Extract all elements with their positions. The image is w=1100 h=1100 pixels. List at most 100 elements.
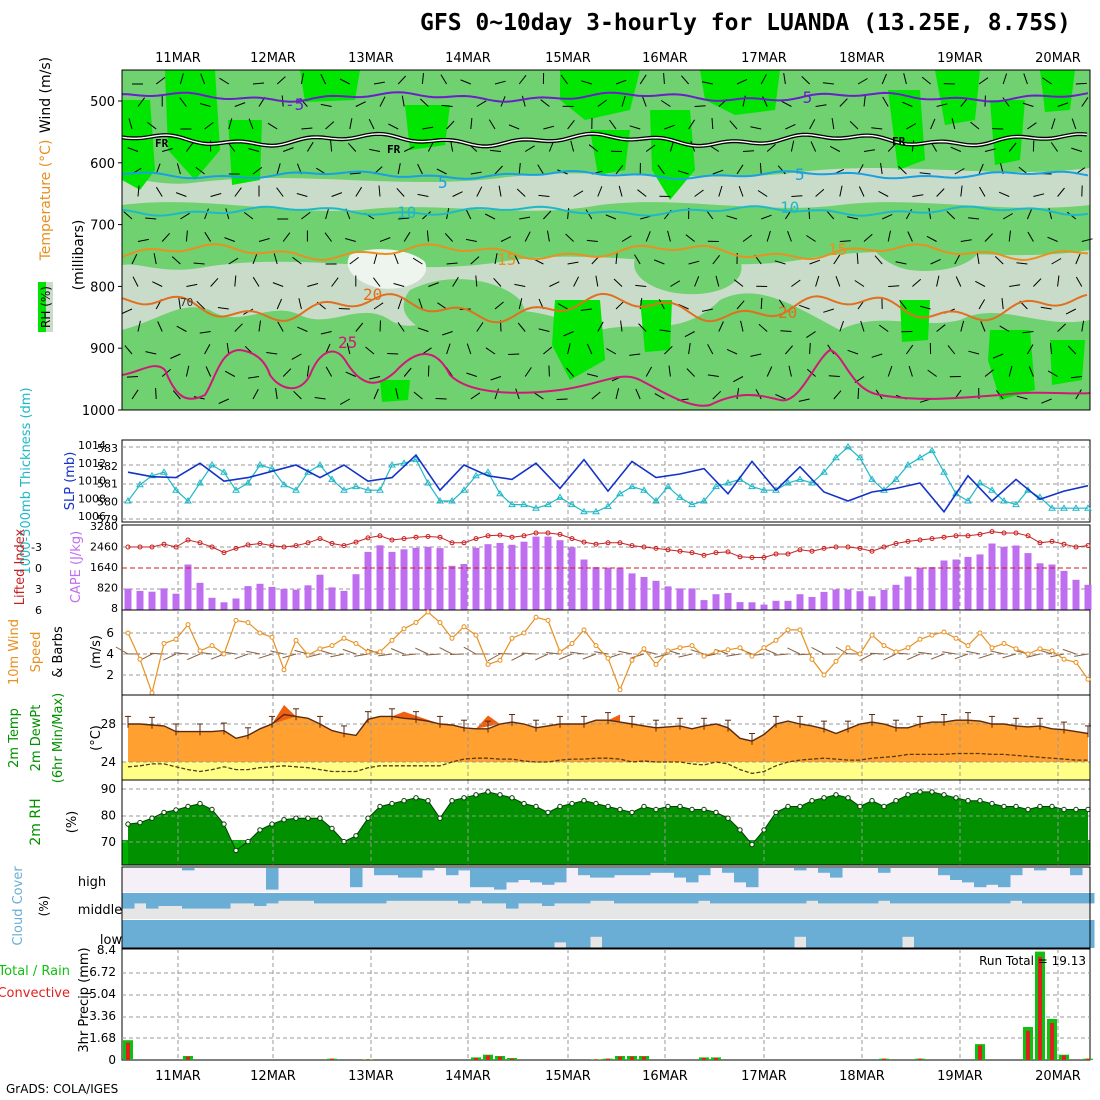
li-point [185, 537, 191, 543]
wind-barb [283, 147, 294, 152]
li-point [569, 536, 575, 542]
wind-barb [766, 230, 771, 242]
cape-bar [688, 588, 696, 610]
wind-barb [180, 212, 190, 220]
cloud-cell [734, 920, 747, 948]
rh2m-point [569, 800, 575, 807]
wind-barb [325, 366, 333, 377]
cloud-cell [530, 868, 543, 883]
wind-barb [806, 235, 816, 242]
wind-barb [766, 143, 776, 152]
wind10-point [521, 630, 527, 636]
thickness-point [484, 468, 492, 475]
thickness-point [712, 482, 720, 490]
wind10-barb [690, 649, 705, 655]
cloud-cell [482, 893, 495, 904]
thickness-point [664, 482, 672, 490]
rh2m-point [893, 798, 899, 804]
wind-barb [733, 279, 744, 287]
li-point [581, 539, 587, 545]
precip-tick-8.4: 8.4 [97, 943, 116, 957]
wind-barb [436, 168, 447, 175]
wind-barb [465, 208, 472, 220]
wind10-barb [954, 653, 969, 660]
date-label-top-14MAR: 14MAR [445, 51, 491, 66]
wind-barb [1009, 284, 1021, 287]
cloud-cell [482, 920, 495, 948]
wind-barb [234, 275, 237, 287]
li-point [389, 537, 395, 543]
wind-barb [179, 73, 184, 85]
wind-barb [670, 280, 681, 287]
wind-barb [801, 76, 810, 85]
wind-barb [494, 80, 506, 85]
cloud-cell [290, 893, 303, 901]
wind-barb [420, 98, 429, 107]
contour-5 [121, 169, 1089, 181]
contour-15 [121, 243, 1089, 262]
date-label-bottom-11MAR: 11MAR [155, 1069, 201, 1084]
wind10-point [701, 653, 707, 659]
wind-barb [157, 321, 163, 332]
cape-bar [1060, 570, 1068, 610]
date-label-bottom-17MAR: 17MAR [741, 1069, 787, 1084]
wind-barb [243, 211, 254, 220]
li-point [509, 534, 515, 540]
wind-barb [1040, 306, 1052, 310]
wind10-point [485, 662, 491, 667]
li-point [737, 554, 743, 560]
cape-bar [736, 602, 744, 610]
cloud-cell [1046, 920, 1059, 948]
wind-barb [379, 320, 381, 332]
wind-barb [349, 256, 359, 265]
wind-barb [272, 282, 284, 287]
wind-barb [839, 98, 848, 107]
cloud-cell [362, 893, 375, 904]
cloud-cell [878, 920, 891, 948]
wind-barb [968, 350, 980, 355]
thickness-point [364, 486, 372, 493]
cloud-cell [938, 893, 951, 904]
cloud-cell [302, 920, 315, 948]
wind-barb [960, 185, 963, 197]
wind-barb [826, 210, 835, 220]
wind-barb [560, 74, 569, 85]
thickness-point [832, 453, 840, 461]
rh2m-point [977, 798, 983, 804]
wind10-barb [546, 652, 561, 655]
cloud-cell [842, 893, 855, 904]
wind-barb [881, 73, 887, 85]
rh2m-point [497, 792, 503, 798]
cloud-cell [230, 920, 243, 948]
wind-barb [470, 118, 473, 130]
cloud-cell [182, 893, 195, 909]
li-point [893, 541, 899, 546]
cloud-cell [386, 868, 399, 876]
wind-barb [1081, 97, 1089, 107]
wind-barb [860, 320, 865, 332]
wind-barb [518, 163, 521, 175]
rh2m-point [1073, 806, 1079, 813]
wind-barb [348, 142, 357, 152]
wind-barb [1033, 278, 1042, 287]
li-point [617, 540, 623, 546]
wind10-point [341, 635, 347, 641]
precip-conv-bar [714, 1058, 718, 1060]
t2m-label-2: 2m DewPt [29, 705, 44, 772]
wind-barb [565, 233, 574, 242]
cloud-cell [446, 893, 459, 901]
wind-barb [777, 165, 786, 175]
cloud-cell [470, 920, 483, 948]
wind-barb [446, 262, 458, 265]
wind10-point [1085, 676, 1091, 682]
thickness-point [172, 486, 180, 493]
cloud-cell [374, 868, 387, 876]
rh2m-tick-70: 70 [101, 835, 116, 849]
thickness-point [232, 486, 240, 493]
wind10-tick-2: 2 [106, 668, 114, 682]
wind-barb [755, 389, 762, 400]
wind-barb [839, 185, 843, 197]
li-point [629, 543, 635, 549]
cloud-cell [962, 920, 975, 948]
upper-air-panel: -5 -5 FR FR FR 5 5 10 10 15 15 20 20 25 70 [121, 69, 1093, 411]
